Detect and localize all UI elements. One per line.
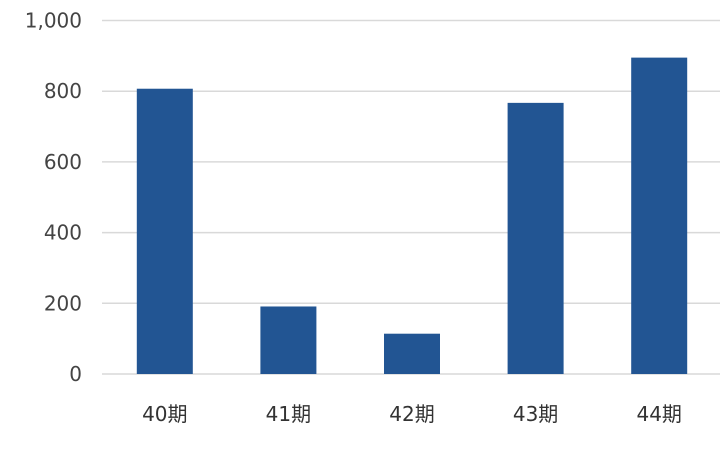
- x-tick-label: 42期: [389, 402, 434, 426]
- bar-43期: [507, 102, 564, 374]
- y-tick-label: 800: [44, 79, 82, 103]
- x-tick-label: 40期: [142, 402, 187, 426]
- x-axis-ticks: 40期 41期 42期 43期 44期: [142, 402, 682, 426]
- bar-40期: [136, 88, 193, 375]
- x-tick-label: 43期: [513, 402, 558, 426]
- bars: [136, 57, 688, 375]
- bar-42期: [384, 333, 440, 374]
- y-tick-label: 0: [69, 362, 82, 386]
- y-tick-label: 600: [44, 150, 82, 174]
- y-tick-label: 400: [44, 221, 82, 245]
- y-tick-label: 1,000: [25, 9, 82, 33]
- x-tick-label: 41期: [266, 402, 311, 426]
- y-tick-label: 200: [44, 291, 82, 315]
- bar-41期: [260, 306, 317, 374]
- y-axis-ticks: 0 200 400 600 800 1,000: [25, 9, 82, 387]
- bar-44期: [631, 57, 688, 375]
- x-tick-label: 44期: [636, 402, 681, 426]
- gridlines: [102, 19, 720, 375]
